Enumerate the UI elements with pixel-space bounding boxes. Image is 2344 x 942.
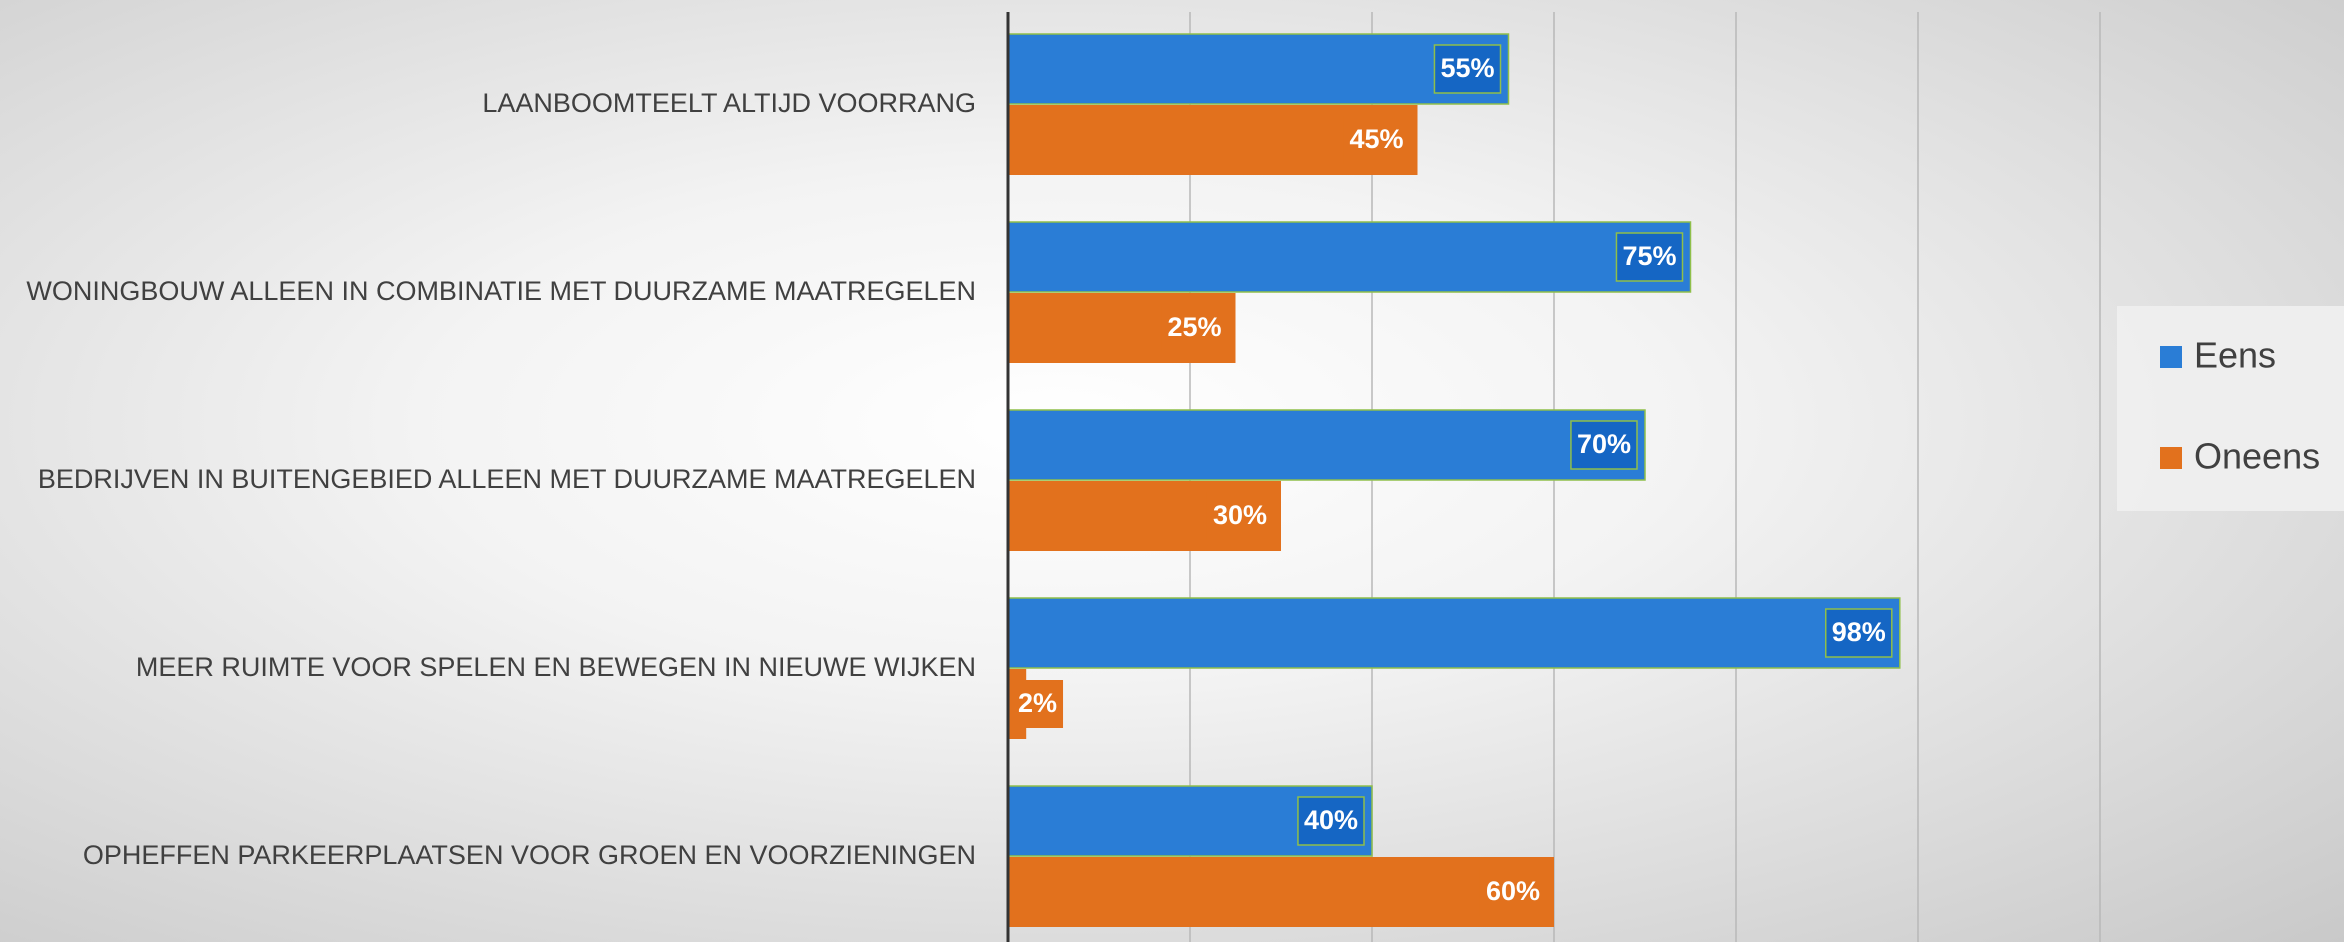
data-label: 30% <box>1213 500 1267 530</box>
category-label: BEDRIJVEN IN BUITENGEBIED ALLEEN MET DUU… <box>38 464 976 494</box>
data-label-box <box>1297 796 1365 846</box>
legend-label: Oneens <box>2194 436 2320 477</box>
data-label: 2% <box>1018 688 1057 718</box>
bar <box>1007 221 1692 293</box>
category-label: WONINGBOUW ALLEEN IN COMBINATIE MET DUUR… <box>26 276 976 306</box>
data-label-box <box>1825 608 1893 658</box>
data-label: 70% <box>1577 429 1631 459</box>
legend-swatch <box>2160 447 2182 469</box>
category-label: MEER RUIMTE VOOR SPELEN EN BEWEGEN IN NI… <box>136 652 976 682</box>
legend-swatch <box>2160 346 2182 368</box>
data-label: 40% <box>1304 805 1358 835</box>
data-label: 75% <box>1622 241 1676 271</box>
legend-box <box>2117 306 2344 511</box>
bar <box>1007 597 1901 669</box>
data-label-box <box>1012 680 1064 728</box>
data-label-box <box>1343 116 1410 164</box>
data-label: 98% <box>1832 617 1886 647</box>
data-label: 55% <box>1440 53 1494 83</box>
data-label-box <box>1570 420 1638 470</box>
legend-label: Eens <box>2194 335 2276 376</box>
data-label: 45% <box>1349 124 1403 154</box>
data-label-box <box>1615 232 1684 282</box>
data-label-box <box>1206 492 1273 540</box>
bar <box>1007 33 1510 105</box>
bar <box>1008 857 1554 927</box>
data-label: 60% <box>1486 876 1540 906</box>
data-label-box <box>1161 304 1228 352</box>
data-label-box <box>1433 44 1502 94</box>
category-label: OPHEFFEN PARKEERPLAATSEN VOOR GROEN EN V… <box>83 840 976 870</box>
data-label: 25% <box>1167 312 1221 342</box>
data-label-box <box>1479 868 1546 916</box>
bar <box>1007 409 1646 481</box>
category-label: LAANBOOMTEELT ALTIJD VOORRANG <box>482 88 976 118</box>
